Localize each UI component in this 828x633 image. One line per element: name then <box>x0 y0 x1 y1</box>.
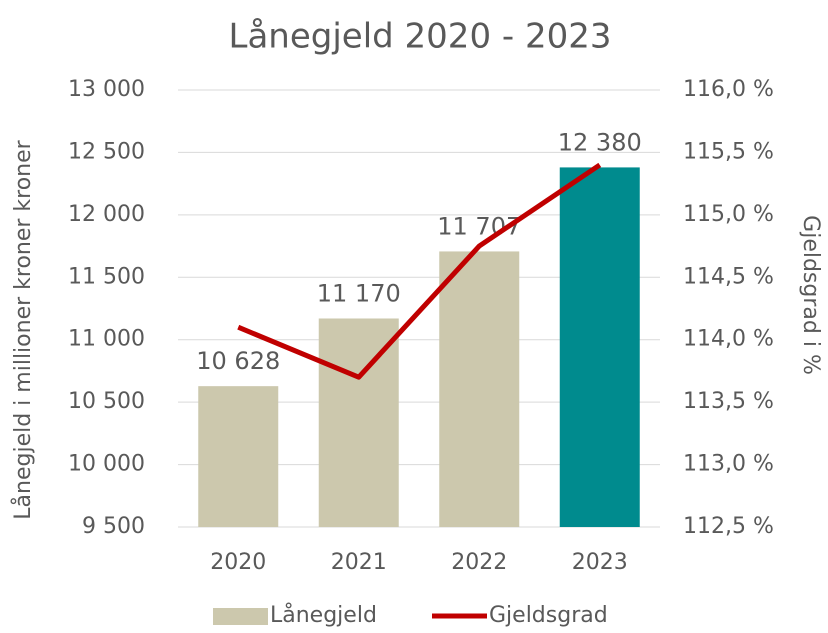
y-tick-label: 11 500 <box>68 264 145 289</box>
data-label: 10 628 <box>196 347 280 375</box>
data-label: 11 170 <box>317 279 401 307</box>
legend-label: Lånegjeld <box>270 602 377 628</box>
x-tick-label: 2021 <box>331 550 387 575</box>
data-label: 12 380 <box>558 128 642 156</box>
legend-swatch <box>213 608 268 625</box>
y2-tick-label: 115,0 % <box>683 202 774 227</box>
x-tick-label: 2022 <box>451 550 507 575</box>
y2-tick-label: 114,0 % <box>683 327 774 352</box>
y2-tick-label: 115,5 % <box>683 139 774 164</box>
line <box>237 162 602 380</box>
x-tick-label: 2023 <box>572 550 628 575</box>
y2-tick-label: 114,5 % <box>683 264 774 289</box>
y-tick-label: 9 500 <box>82 514 145 539</box>
y2-axis-title: Gjeldsgrad i % <box>798 215 823 375</box>
y-axis-title: Lånegjeld i millioner kroner kroner <box>10 139 36 519</box>
bar <box>198 386 279 527</box>
bar <box>439 251 520 527</box>
y2-tick-label: 116,0 % <box>683 77 774 102</box>
y-tick-label: 13 000 <box>68 77 145 102</box>
chart-title: Lånegjeld 2020 - 2023 <box>229 17 612 57</box>
y2-tick-label: 112,5 % <box>683 514 774 539</box>
y-tick-label: 10 500 <box>68 389 145 414</box>
y-tick-label: 10 000 <box>68 452 145 477</box>
y-tick-label: 11 000 <box>68 327 145 352</box>
legend-label: Gjeldsgrad <box>489 603 608 628</box>
bar <box>318 318 399 527</box>
y-tick-label: 12 000 <box>68 202 145 227</box>
y2-tick-label: 113,0 % <box>683 452 774 477</box>
y2-tick-label: 113,5 % <box>683 389 774 414</box>
bar <box>559 167 640 527</box>
x-tick-label: 2020 <box>210 550 266 575</box>
y-tick-label: 12 500 <box>68 139 145 164</box>
